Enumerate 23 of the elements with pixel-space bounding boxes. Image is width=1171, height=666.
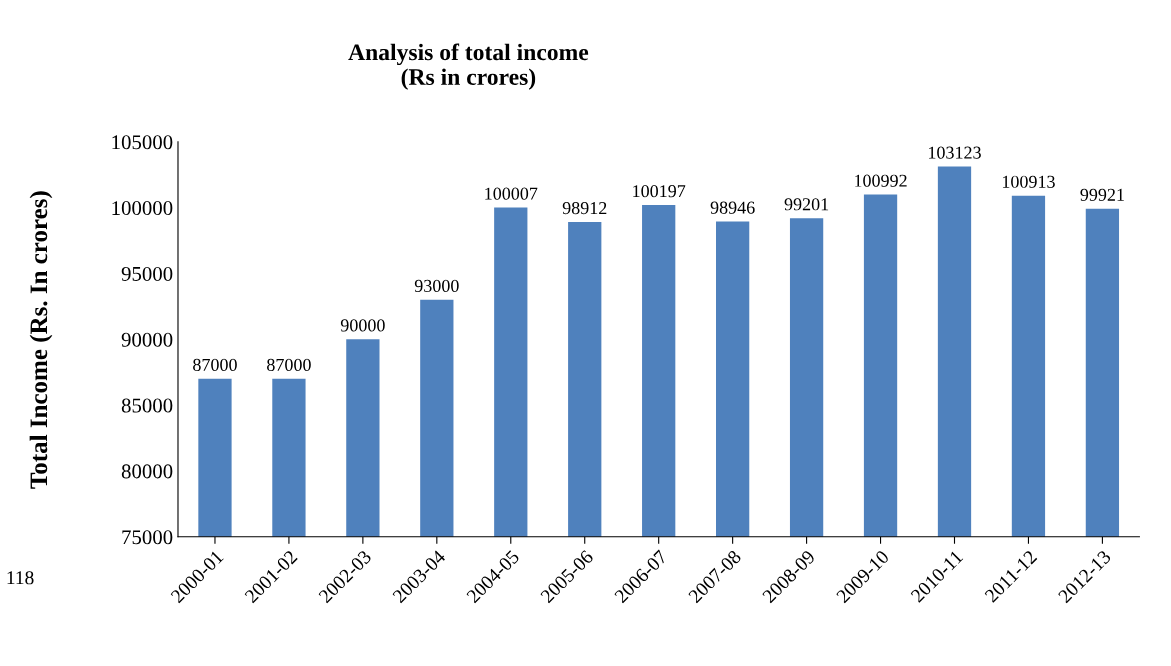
data-label: 99201 xyxy=(784,198,829,211)
data-label: 98946 xyxy=(710,201,755,214)
y-tick-label: 75000 xyxy=(122,530,173,545)
data-label: 103123 xyxy=(929,146,981,159)
data-label: 100007 xyxy=(485,187,538,200)
data-label: 100992 xyxy=(855,174,907,187)
data-label: 87000 xyxy=(267,358,311,371)
y-tick-label: 85000 xyxy=(121,398,173,413)
data-label: 93000 xyxy=(414,279,459,292)
data-label: 98912 xyxy=(562,201,607,215)
data-label: 100197 xyxy=(633,185,686,198)
text: 118 xyxy=(7,571,34,585)
y-tick-label: 95000 xyxy=(121,266,173,281)
y-axis-title: Total Income (Rs. In crores) xyxy=(29,191,53,489)
data-label: 100913 xyxy=(1002,175,1055,188)
y-tick-label: 80000 xyxy=(121,464,173,479)
y-tick-label: 90000 xyxy=(121,332,173,347)
data-label: 90000 xyxy=(340,319,385,332)
data-label: 99921 xyxy=(1080,188,1124,201)
data-label: 87000 xyxy=(193,358,237,371)
y-tick-label: 100000 xyxy=(112,201,173,216)
y-tick-label: 105000 xyxy=(112,135,173,150)
chart-title: Analysis of total income (Rs in crores) xyxy=(348,43,589,90)
